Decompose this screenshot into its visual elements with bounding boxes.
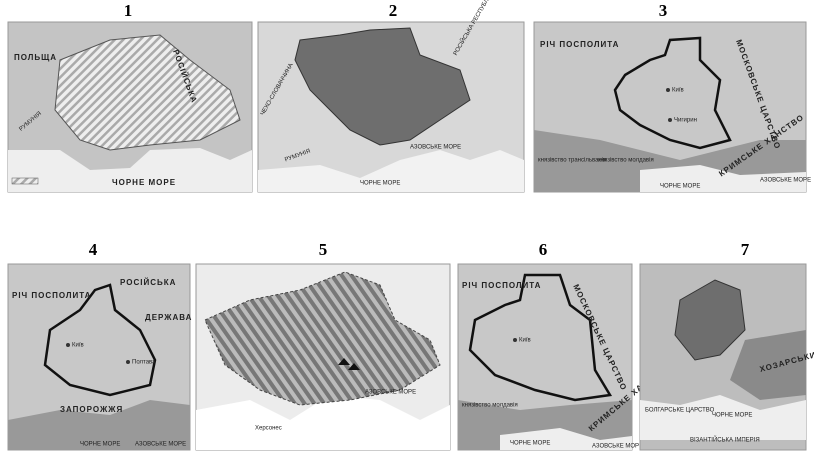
map-label: ПОЛЬЩА xyxy=(14,53,57,62)
map-label: АЗОВСЬКЕ МОРЕ xyxy=(410,145,461,151)
map-label: ЧОРНЕ МОРЕ xyxy=(510,441,550,447)
map-label: князівство молдавія xyxy=(598,158,654,164)
map-label: АЗОВСЬКЕ МОРЕ xyxy=(365,390,416,396)
map-number: 6 xyxy=(539,240,548,259)
map-label: князівство трансільванія xyxy=(538,158,606,164)
map-label: ДЕРЖАВА xyxy=(145,313,192,322)
map-number: 1 xyxy=(124,1,133,20)
map-5: 5 АЗОВСЬКЕ МОРЕ Херсонес xyxy=(195,240,451,451)
map-number: 7 xyxy=(741,240,750,259)
map-label: Київ xyxy=(72,343,84,349)
map-label: БОЛГАРСЬКЕ ЦАРСТВО xyxy=(645,408,715,414)
map-label: ЧОРНЕ МОРЕ xyxy=(112,178,176,187)
map-label: Полтава xyxy=(132,360,156,366)
map-label: РОСІЙСЬКА xyxy=(120,278,176,287)
map-label: ЧОРНЕ МОРЕ xyxy=(360,181,400,187)
map-1: 1 ПОЛЬЩА РОСІЙСЬКА РУМУНІЯ ЧОРНЕ МОРЕ xyxy=(7,1,253,193)
map-label: АЗОВСЬКЕ МОРЕ xyxy=(135,442,186,448)
map-label: ЧОРНЕ МОРЕ xyxy=(712,413,752,419)
map-2: 2 РОСІЙСЬКА РЕСПУБЛІКА ЧЕХО-СЛОВАЧЧИНА Р… xyxy=(257,0,525,193)
map-label: РІЧ ПОСПОЛИТА xyxy=(12,291,91,300)
map-label: Київ xyxy=(672,88,684,94)
map-label: ЗАПОРОЖЖЯ xyxy=(60,405,123,414)
map-number: 2 xyxy=(389,1,398,20)
map-label: РІЧ ПОСПОЛИТА xyxy=(462,281,541,290)
map-label: ЧОРНЕ МОРЕ xyxy=(80,442,120,448)
map-7: 7 ХОЗАРСЬКИЙ КАГАНАТ БОЛГАРСЬКЕ ЦАРСТВО … xyxy=(639,240,814,451)
map-4: 4 РІЧ ПОСПОЛИТА РОСІЙСЬКА ДЕРЖАВА Київ П… xyxy=(7,240,192,451)
map-6: 6 РІЧ ПОСПОЛИТА МОСКОВСЬКЕ ЦАРСТВО Київ … xyxy=(457,240,671,451)
map-number: 3 xyxy=(659,1,668,20)
map-3: 3 РІЧ ПОСПОЛИТА МОСКОВСЬКЕ ЦАРСТВО Київ … xyxy=(533,1,811,193)
map-number: 4 xyxy=(89,240,98,259)
map-label: князівство молдавія xyxy=(462,403,518,409)
map-label: АЗОВСЬКЕ МОРЕ xyxy=(592,444,643,450)
map-label: ВІЗАНТІЙСЬКА ІМПЕРІЯ xyxy=(690,436,760,444)
map-label: ЧОРНЕ МОРЕ xyxy=(660,184,700,190)
map-label: Херсонес xyxy=(255,426,282,432)
map-label: Київ xyxy=(519,338,531,344)
map-label: АЗОВСЬКЕ МОРЕ xyxy=(760,178,811,184)
map-label: Чигирин xyxy=(674,118,697,124)
map-label: РІЧ ПОСПОЛИТА xyxy=(540,40,619,49)
map-number: 5 xyxy=(319,240,328,259)
